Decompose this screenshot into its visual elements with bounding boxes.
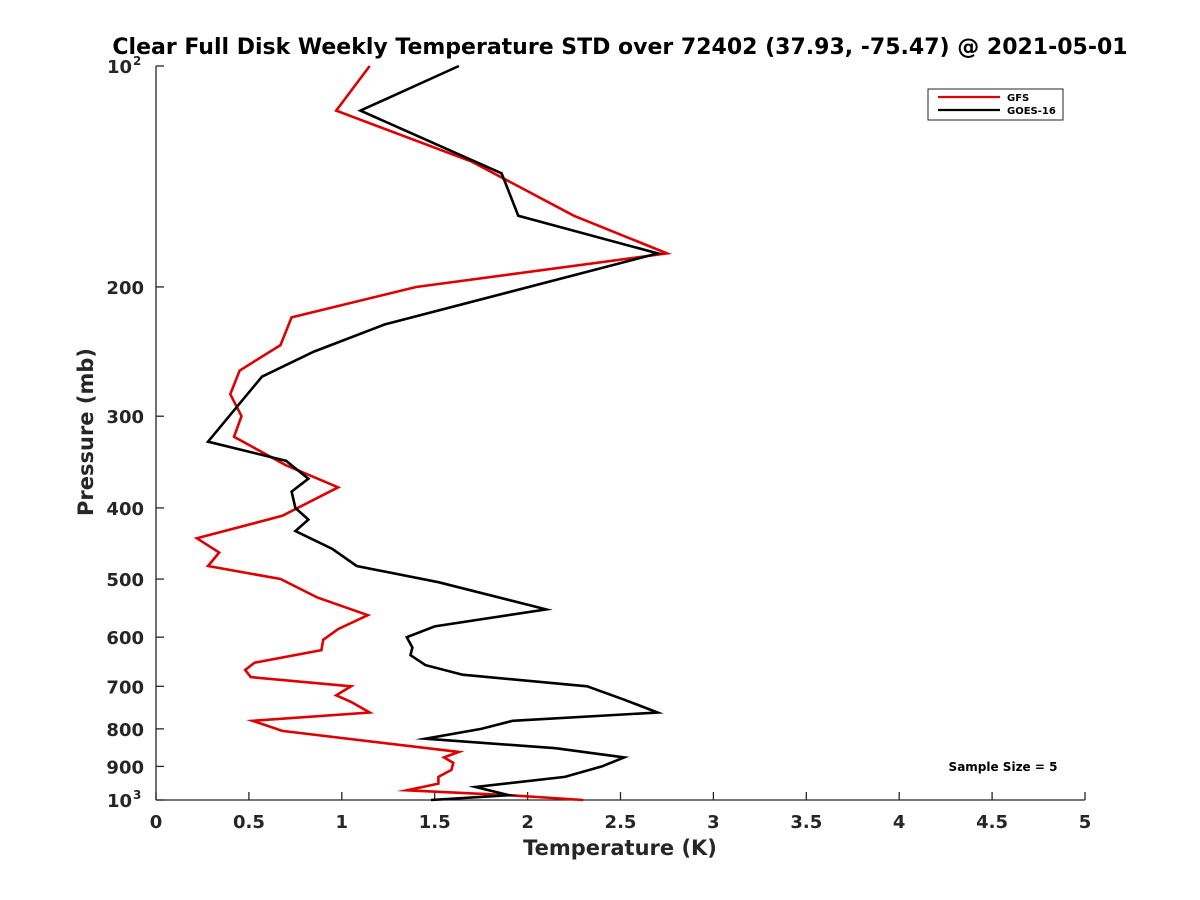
y-tick-label: 500	[106, 570, 144, 591]
x-tick-label: 4	[893, 812, 906, 833]
y-tick-label: 600	[106, 628, 144, 649]
x-tick-label: 1.5	[419, 812, 451, 833]
y-tick-label: 700	[106, 677, 144, 698]
series-line-goes16	[205, 64, 664, 802]
x-tick-label: 0	[150, 812, 163, 833]
series-lines	[193, 64, 673, 802]
x-tick-label: 0.5	[233, 812, 265, 833]
y-tick-label: 10	[107, 791, 132, 812]
x-tick-label: 2	[521, 812, 534, 833]
x-axis-label: Temperature (K)	[523, 836, 717, 860]
legend-label-goes16: GOES-16	[1007, 106, 1056, 117]
y-axis-label: Pressure (mb)	[74, 348, 98, 516]
y-tick-label: 800	[106, 720, 144, 741]
legend-box	[927, 88, 1064, 121]
plot-area: 0 0.5 1 1.5 2 2.5 3 3.5 4 4.5 5 10 2200300400500600…	[106, 54, 1091, 833]
y-tick-label: 10	[107, 57, 132, 78]
x-tick-label: 1	[336, 812, 349, 833]
x-tick-label: 3	[707, 812, 720, 833]
x-tick-label: 4.5	[976, 812, 1008, 833]
x-tick-label: 3.5	[790, 812, 822, 833]
y-tick-exponent: 2	[133, 54, 141, 68]
x-axis-ticks: 0 0.5 1 1.5 2 2.5 3 3.5 4 4.5 5	[150, 792, 1092, 833]
legend: GFS GOES-16	[927, 88, 1064, 121]
legend-label-gfs: GFS	[1007, 93, 1029, 104]
y-tick-label: 200	[106, 278, 144, 299]
y-tick-label: 400	[106, 499, 144, 520]
x-tick-label: 5	[1079, 812, 1092, 833]
y-tick-label: 300	[106, 407, 144, 428]
y-tick-exponent: 3	[133, 788, 141, 802]
series-line-gfs	[193, 65, 673, 802]
y-tick-label: 900	[106, 757, 144, 778]
x-tick-label: 2.5	[605, 812, 637, 833]
chart-title: Clear Full Disk Weekly Temperature STD o…	[112, 35, 1127, 60]
sample-size-annotation: Sample Size = 5	[949, 760, 1058, 774]
